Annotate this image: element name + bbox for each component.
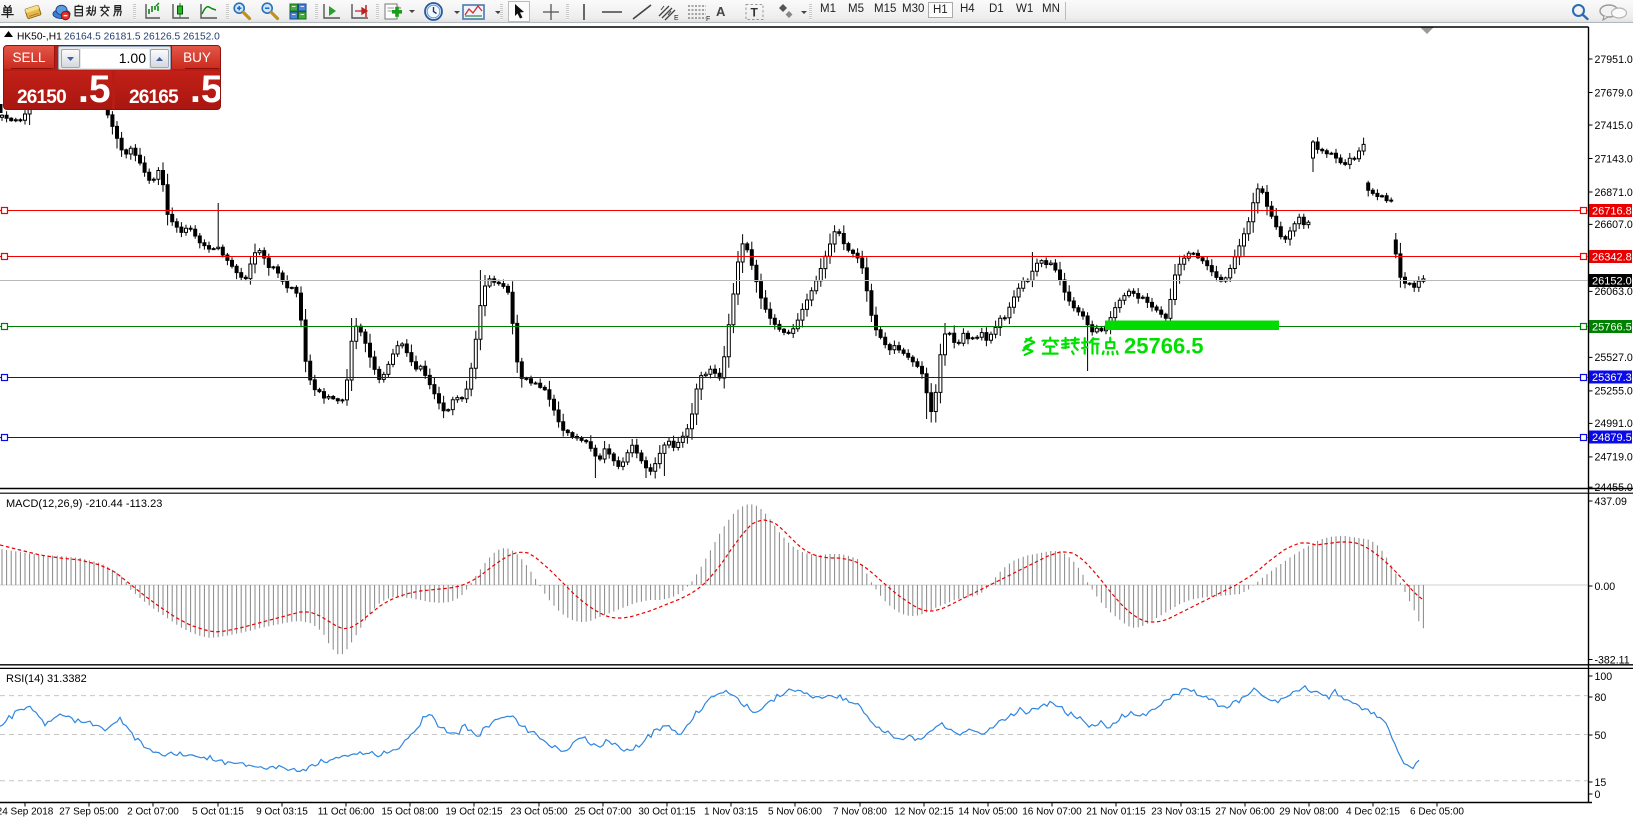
svg-text:RSI(14) 31.3382: RSI(14) 31.3382 [6,673,87,685]
svg-text:9 Oct 03:15: 9 Oct 03:15 [256,807,308,818]
svg-text:24879.5: 24879.5 [1592,432,1632,444]
svg-text:25527.0: 25527.0 [1595,352,1633,364]
svg-text:27 Sep 05:00: 27 Sep 05:00 [59,807,119,818]
svg-text:F: F [706,16,710,22]
svg-text:29 Nov 08:00: 29 Nov 08:00 [1279,807,1339,818]
svg-text:25766.5: 25766.5 [1592,321,1632,333]
svg-text:437.09: 437.09 [1595,496,1628,508]
svg-text:7 Nov 08:00: 7 Nov 08:00 [833,807,887,818]
svg-text:5 Oct 01:15: 5 Oct 01:15 [192,807,244,818]
svg-text:16 Nov 07:00: 16 Nov 07:00 [1022,807,1082,818]
svg-text:11 Oct 06:00: 11 Oct 06:00 [318,807,375,818]
svg-text:24 Sep 2018: 24 Sep 2018 [0,807,54,818]
svg-text:25 Oct 07:00: 25 Oct 07:00 [574,807,632,818]
svg-text:25766.5: 25766.5 [1124,334,1204,359]
svg-text:5 Nov 06:00: 5 Nov 06:00 [768,807,822,818]
svg-text:26164.5 26181.5 26126.5 26152.: 26164.5 26181.5 26126.5 26152.0 [64,32,220,43]
svg-text:25255.0: 25255.0 [1595,386,1633,398]
svg-text:24719.0: 24719.0 [1595,452,1633,464]
svg-text:26871.0: 26871.0 [1595,187,1633,199]
svg-text:1 Nov 03:15: 1 Nov 03:15 [704,807,758,818]
svg-text:14 Nov 05:00: 14 Nov 05:00 [958,807,1018,818]
svg-text:25367.3: 25367.3 [1592,372,1632,384]
svg-text:0: 0 [1595,789,1601,801]
svg-text:HK50-,H1: HK50-,H1 [17,32,62,43]
svg-text:15: 15 [1595,777,1607,789]
svg-text:80: 80 [1595,692,1607,704]
svg-text:26063.0: 26063.0 [1595,286,1633,298]
svg-text:6 Dec 05:00: 6 Dec 05:00 [1410,807,1464,818]
svg-text:12 Nov 02:15: 12 Nov 02:15 [894,807,954,818]
svg-text:0.00: 0.00 [1595,581,1616,593]
svg-text:26152.0: 26152.0 [1592,275,1632,287]
svg-text:T: T [751,6,759,20]
svg-text:26716.8: 26716.8 [1592,205,1632,217]
svg-text:27679.0: 27679.0 [1595,87,1633,99]
svg-text:50: 50 [1595,730,1607,742]
svg-text:23 Nov 03:15: 23 Nov 03:15 [1151,807,1211,818]
svg-text:27951.0: 27951.0 [1595,54,1633,66]
svg-text:15 Oct 08:00: 15 Oct 08:00 [381,807,439,818]
svg-text:E: E [674,15,679,22]
svg-text:24455.0: 24455.0 [1595,482,1633,494]
svg-text:24991.0: 24991.0 [1595,418,1633,430]
svg-text:MACD(12,26,9) -210.44 -113.23: MACD(12,26,9) -210.44 -113.23 [6,498,162,510]
svg-text:26607.0: 26607.0 [1595,219,1633,231]
svg-text:27 Nov 06:00: 27 Nov 06:00 [1215,807,1275,818]
svg-text:30 Oct 01:15: 30 Oct 01:15 [638,807,696,818]
svg-text:21 Nov 01:15: 21 Nov 01:15 [1086,807,1146,818]
svg-text:19 Oct 02:15: 19 Oct 02:15 [445,807,503,818]
svg-text:27143.0: 27143.0 [1595,153,1633,165]
svg-text:4 Dec 02:15: 4 Dec 02:15 [1346,807,1400,818]
svg-text:26342.8: 26342.8 [1592,251,1632,263]
svg-text:23 Oct 05:00: 23 Oct 05:00 [510,807,568,818]
svg-text:100: 100 [1595,671,1613,683]
svg-text:-382.11: -382.11 [1595,654,1630,666]
svg-text:27415.0: 27415.0 [1595,120,1633,132]
svg-text:2 Oct 07:00: 2 Oct 07:00 [127,807,179,818]
